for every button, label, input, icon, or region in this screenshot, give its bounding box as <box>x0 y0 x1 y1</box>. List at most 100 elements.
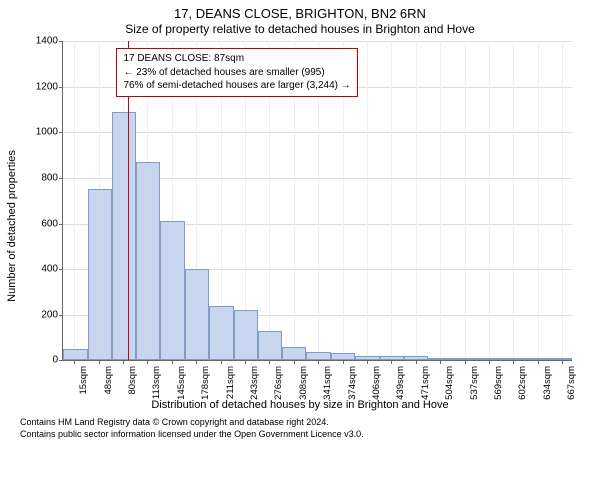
legend-line-3: 76% of semi-detached houses are larger (… <box>123 79 350 93</box>
xtick-label: 439sqm <box>395 366 406 400</box>
gridline-v <box>562 41 563 360</box>
xtick-mark <box>196 360 197 364</box>
xtick-mark <box>416 360 417 364</box>
xtick-mark <box>440 360 441 364</box>
ytick-mark <box>59 269 63 270</box>
gridline-v <box>74 41 75 360</box>
xtick-mark <box>465 360 466 364</box>
histogram-bar <box>112 112 137 360</box>
gridline-v <box>391 41 392 360</box>
ytick-mark <box>59 41 63 42</box>
histogram-bar <box>136 162 160 360</box>
xtick-mark <box>562 360 563 364</box>
xtick-mark <box>513 360 514 364</box>
chart-area: Number of detached properties 0200400600… <box>20 41 580 411</box>
ytick-label: 800 <box>41 172 58 183</box>
histogram-bar <box>526 358 550 360</box>
ytick-label: 1200 <box>36 81 58 92</box>
xtick-label: 178sqm <box>200 366 211 400</box>
ytick-label: 600 <box>41 218 58 229</box>
ytick-mark <box>59 178 63 179</box>
xtick-mark <box>221 360 222 364</box>
gridline-v <box>416 41 417 360</box>
gridline-v <box>465 41 466 360</box>
histogram-bar <box>501 358 526 360</box>
gridline-v <box>367 41 368 360</box>
xtick-label: 113sqm <box>151 366 162 399</box>
xtick-label: 504sqm <box>444 366 455 400</box>
ytick-mark <box>59 360 63 361</box>
histogram-bar <box>428 358 452 360</box>
xtick-label: 276sqm <box>273 366 284 400</box>
y-axis-label: Number of detached properties <box>6 150 18 302</box>
ytick-mark <box>59 224 63 225</box>
xtick-label: 471sqm <box>420 366 431 400</box>
ytick-label: 200 <box>41 309 58 320</box>
xtick-mark <box>147 360 148 364</box>
histogram-bar <box>160 221 185 360</box>
histogram-bar <box>282 347 306 361</box>
histogram-bar <box>63 349 88 360</box>
xtick-label: 341sqm <box>322 366 333 400</box>
page-title: 17, DEANS CLOSE, BRIGHTON, BN2 6RN <box>10 6 590 22</box>
xtick-label: 308sqm <box>298 366 309 400</box>
histogram-bar <box>404 356 429 360</box>
xtick-mark <box>343 360 344 364</box>
histogram-bar <box>550 358 572 360</box>
xtick-mark <box>367 360 368 364</box>
xtick-label: 48sqm <box>103 366 114 395</box>
gridline-v <box>489 41 490 360</box>
ytick-label: 1000 <box>36 127 58 138</box>
gridline-v <box>513 41 514 360</box>
xtick-label: 537sqm <box>469 366 480 400</box>
x-axis-label: Distribution of detached houses by size … <box>20 399 580 411</box>
attribution-footer: Contains HM Land Registry data © Crown c… <box>20 417 580 440</box>
xtick-mark <box>489 360 490 364</box>
ytick-mark <box>59 132 63 133</box>
histogram-bar <box>452 358 477 360</box>
ytick-label: 400 <box>41 264 58 275</box>
ytick-mark <box>59 315 63 316</box>
xtick-label: 406sqm <box>371 366 382 400</box>
chart-container: 17, DEANS CLOSE, BRIGHTON, BN2 6RN Size … <box>0 0 600 500</box>
histogram-bar <box>209 306 234 361</box>
footer-line-1: Contains HM Land Registry data © Crown c… <box>20 417 580 428</box>
xtick-mark <box>123 360 124 364</box>
histogram-bar <box>380 356 404 361</box>
histogram-bar <box>355 356 380 361</box>
ytick-mark <box>59 87 63 88</box>
ytick-label: 0 <box>52 355 58 366</box>
gridline-v <box>538 41 539 360</box>
xtick-mark <box>74 360 75 364</box>
xtick-label: 145sqm <box>176 366 187 400</box>
xtick-mark <box>269 360 270 364</box>
histogram-bar <box>234 310 258 360</box>
xtick-label: 15sqm <box>78 366 89 395</box>
xtick-label: 80sqm <box>127 366 138 395</box>
xtick-mark <box>245 360 246 364</box>
ytick-label: 1400 <box>36 36 58 47</box>
page-subtitle: Size of property relative to detached ho… <box>10 22 590 37</box>
xtick-label: 211sqm <box>225 366 236 399</box>
xtick-label: 667sqm <box>566 366 577 400</box>
histogram-bar <box>258 331 283 361</box>
xtick-label: 374sqm <box>347 366 358 400</box>
footer-line-2: Contains public sector information licen… <box>20 429 580 440</box>
histogram-bar <box>477 358 501 360</box>
xtick-label: 634sqm <box>542 366 553 400</box>
xtick-mark <box>172 360 173 364</box>
histogram-bar <box>185 269 209 360</box>
plot-region: 020040060080010001200140015sqm48sqm80sqm… <box>62 41 572 361</box>
histogram-bar <box>331 353 355 360</box>
gridline-v <box>440 41 441 360</box>
xtick-mark <box>294 360 295 364</box>
xtick-label: 243sqm <box>249 366 260 400</box>
legend-line-2: ← 23% of detached houses are smaller (99… <box>123 66 350 80</box>
xtick-mark <box>391 360 392 364</box>
xtick-label: 569sqm <box>493 366 504 400</box>
histogram-bar <box>88 189 112 360</box>
legend-box: 17 DEANS CLOSE: 87sqm ← 23% of detached … <box>116 48 357 97</box>
xtick-mark <box>318 360 319 364</box>
legend-line-1: 17 DEANS CLOSE: 87sqm <box>123 52 350 66</box>
xtick-mark <box>538 360 539 364</box>
